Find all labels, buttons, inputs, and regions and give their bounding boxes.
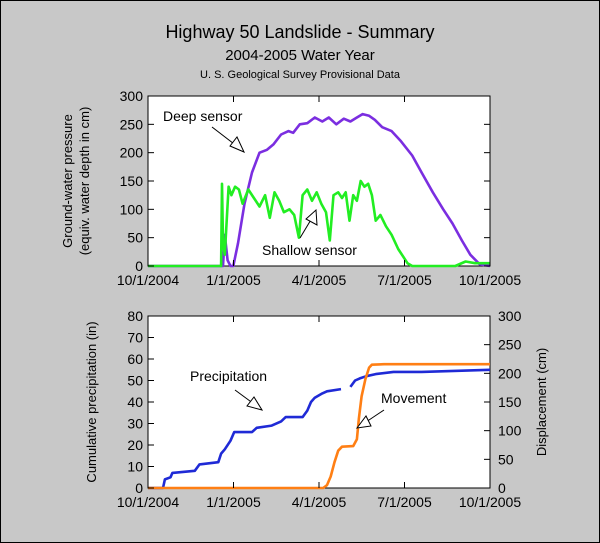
y-tick-label: 70: [127, 330, 143, 346]
x-tick-label: 1/1/2005: [206, 494, 261, 510]
y-tick-label: 40: [127, 394, 143, 410]
y-tick-label: 20: [127, 437, 143, 453]
y-tick-label: 50: [127, 373, 143, 389]
bottom-chart: 10/1/2004 1/1/2005 4/1/2005 7/1/2005 10/1/20…: [84, 308, 549, 510]
y2-tick-label: 150: [498, 394, 522, 410]
y-tick-label: 60: [127, 351, 143, 367]
y-tick-label: 250: [120, 116, 144, 132]
x-tick-label: 1/1/2005: [206, 272, 261, 288]
y-tick-label: 0: [135, 480, 143, 496]
precipitation-arrow: [234, 389, 264, 411]
series-line-movement: [148, 362, 490, 490]
shallow-sensor-arrow: [299, 208, 318, 239]
series-line-precipitation-part2: [349, 368, 491, 388]
y-tick-label: 100: [120, 201, 144, 217]
y2-tick-label: 300: [498, 308, 522, 324]
movement-annotation: Movement: [381, 390, 446, 406]
y-tick-label: 30: [127, 416, 143, 432]
x-tick-label: 10/1/2004: [117, 494, 179, 510]
chart-title: Highway 50 Landslide - Summary: [165, 22, 434, 42]
shallow-sensor-annotation: Shallow sensor: [262, 242, 357, 258]
x-tick-label: 7/1/2005: [377, 272, 432, 288]
y2-tick-label: 50: [498, 451, 514, 467]
y-tick-label: 80: [127, 308, 143, 324]
x-tick-label: 10/1/2005: [459, 494, 521, 510]
y-tick-label: 150: [120, 173, 144, 189]
top-chart: 10/1/2004 1/1/2005 4/1/2005 7/1/2005 10/1/20…: [60, 88, 521, 288]
y2-tick-label: 100: [498, 423, 522, 439]
x-tick-label: 10/1/2005: [459, 272, 521, 288]
bottom-y-axis-label-left: Cumulative precipitation (in): [84, 321, 99, 482]
series-line-shallow-sensor: [148, 179, 490, 268]
bottom-y-axis-label-right: Displacement (cm): [534, 348, 549, 456]
y-tick-label: 200: [120, 145, 144, 161]
y2-tick-label: 200: [498, 365, 522, 381]
top-y-axis-label-line1: Ground-water pressure: [60, 114, 75, 248]
x-tick-label: 7/1/2005: [377, 494, 432, 510]
chart-source: U. S. Geological Survey Provisional Data: [200, 69, 401, 81]
y-tick-label: 0: [135, 258, 143, 274]
top-plot-area: [147, 95, 491, 267]
series-line-precipitation: [148, 387, 342, 490]
x-tick-label: 4/1/2005: [292, 494, 347, 510]
y2-tick-label: 0: [498, 480, 506, 496]
movement-arrow: [355, 409, 385, 429]
precipitation-annotation: Precipitation: [190, 368, 267, 384]
y-tick-label: 50: [127, 230, 143, 246]
y2-tick-label: 250: [498, 337, 522, 353]
series-line-deep-sensor: [148, 112, 491, 268]
top-y-axis-label-line2: (equiv. water depth in cm): [77, 107, 92, 256]
x-tick-label: 10/1/2004: [117, 272, 179, 288]
x-tick-label: 4/1/2005: [292, 272, 347, 288]
y-tick-label: 10: [127, 459, 143, 475]
bottom-plot-area: [147, 315, 491, 489]
chart-subtitle: 2004-2005 Water Year: [225, 47, 375, 64]
y-tick-label: 300: [120, 88, 144, 104]
deep-sensor-arrow: [211, 126, 246, 153]
deep-sensor-annotation: Deep sensor: [163, 108, 243, 124]
